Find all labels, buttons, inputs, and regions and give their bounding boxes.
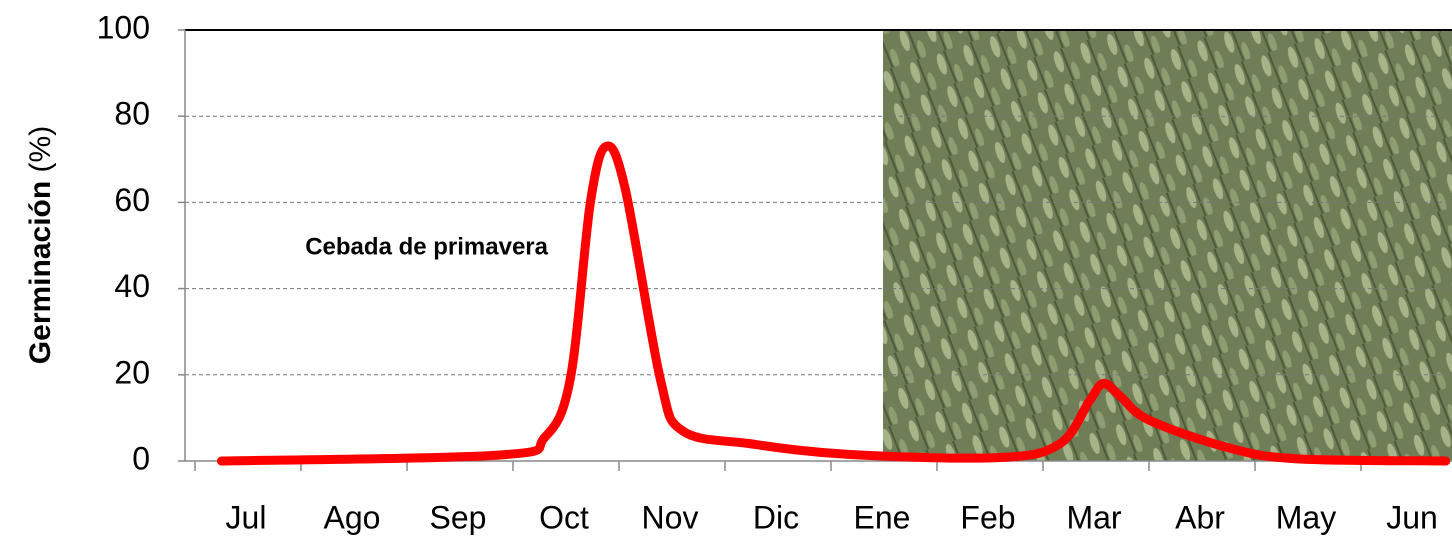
annotation: Cebada de primavera: [305, 233, 548, 260]
y-tick-label: 0: [132, 440, 150, 476]
wheat-photo: [883, 30, 1452, 461]
y-tick-label: 80: [114, 96, 150, 132]
y-label-unit: (%): [24, 126, 57, 173]
x-tick-label: Abr: [1175, 499, 1225, 535]
x-tick-label: Oct: [539, 499, 589, 535]
x-tick-label: May: [1276, 499, 1336, 535]
x-tick-label: Jul: [226, 499, 267, 535]
x-tick-label: Ene: [854, 499, 911, 535]
x-tick-label: Jun: [1386, 499, 1438, 535]
x-tick-label: Ago: [324, 499, 381, 535]
y-tick-label: 40: [114, 268, 150, 304]
y-tick-label: 20: [114, 354, 150, 390]
y-tick-label: 100: [97, 9, 150, 45]
chart: Cebada de primavera Germinación (%) 0 20 4…: [0, 0, 1452, 545]
y-axis-label: Germinación (%): [24, 126, 57, 364]
y-label: Germinación: [24, 181, 57, 364]
y-tick-label: 60: [114, 182, 150, 218]
x-tick-label: Dic: [753, 499, 799, 535]
x-tick-label: Mar: [1066, 499, 1121, 535]
x-tick-label: Nov: [642, 499, 699, 535]
x-tick-label: Sep: [430, 499, 487, 535]
x-tick-label: Feb: [960, 499, 1015, 535]
